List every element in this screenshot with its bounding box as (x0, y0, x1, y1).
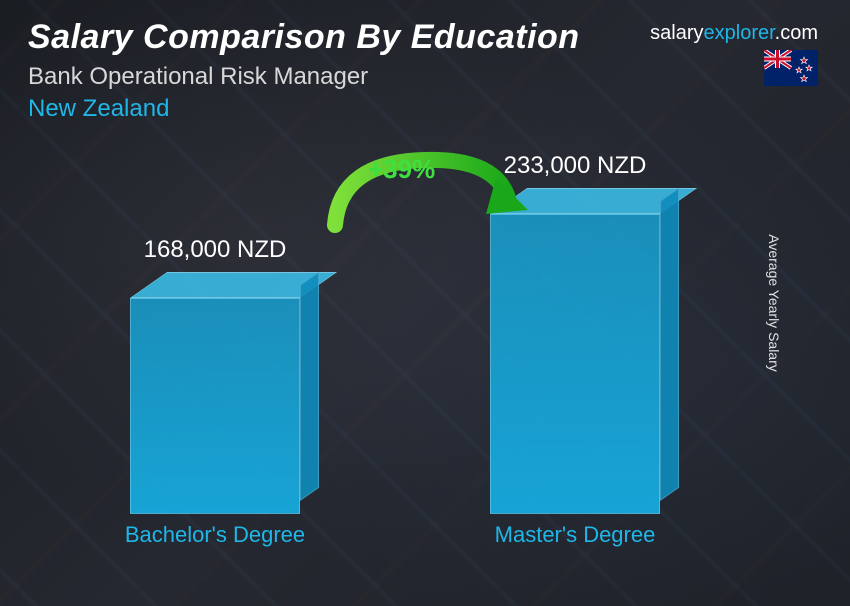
bar-label: Bachelor's Degree (45, 522, 385, 548)
country-label: New Zealand (28, 95, 822, 123)
bar-side-face (660, 188, 679, 501)
bar-0: 168,000 NZDBachelor's Degree (130, 298, 300, 514)
percent-increase: +39% (368, 154, 435, 185)
brand-logo: salaryexplorer.com (650, 22, 818, 45)
bar-label: Master's Degree (405, 522, 745, 548)
brand-suffix: explorer (704, 22, 775, 44)
nz-flag-icon (764, 50, 818, 86)
job-title: Bank Operational Risk Manager (28, 63, 822, 91)
bar-front-face (130, 298, 300, 514)
bar-side-face (300, 272, 319, 501)
bar-1: 233,000 NZDMaster's Degree (490, 214, 660, 514)
brand-prefix: salary (650, 22, 703, 44)
bar-3d (490, 214, 660, 514)
bar-front-face (490, 214, 660, 514)
brand-tld: .com (775, 22, 818, 44)
bar-3d (130, 298, 300, 514)
